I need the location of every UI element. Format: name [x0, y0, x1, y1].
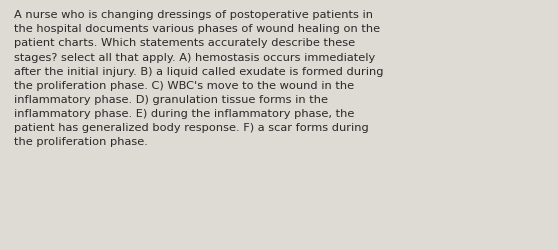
Text: A nurse who is changing dressings of postoperative patients in
the hospital docu: A nurse who is changing dressings of pos… [14, 10, 383, 147]
